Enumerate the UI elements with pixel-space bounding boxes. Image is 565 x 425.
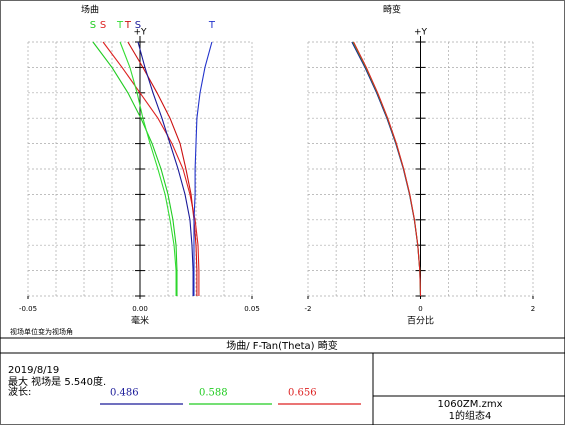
- wavelength-value: 0.588: [199, 388, 228, 399]
- field-note: 最大 视场是 5.540度.: [8, 375, 106, 388]
- series-label: T: [208, 20, 216, 31]
- series-label: S: [90, 20, 96, 31]
- curve: [193, 41, 213, 296]
- chart-note: 视场单位变为视场角: [10, 327, 73, 336]
- file-name: 1060ZM.zmx: [437, 399, 502, 410]
- x-axis-label: 百分比: [407, 315, 434, 327]
- x-tick-label: 2: [531, 305, 535, 313]
- x-axis-label: 毫米: [131, 315, 149, 327]
- x-tick-label: 0: [418, 305, 422, 313]
- y-axis-label: +Y: [133, 28, 147, 38]
- curve: [352, 41, 422, 297]
- series-label: S: [135, 20, 141, 31]
- curve: [102, 41, 200, 296]
- series-label: S: [100, 20, 106, 31]
- curve: [137, 41, 194, 296]
- x-tick-label: -0.05: [19, 305, 37, 313]
- curve: [353, 41, 422, 297]
- wavelength-value: 0.486: [110, 388, 139, 399]
- wavelength-value: 0.656: [288, 388, 317, 399]
- curve: [119, 41, 177, 296]
- x-tick-label: 0.00: [132, 305, 148, 313]
- date: 2019/8/19: [8, 365, 59, 376]
- chart-title: 畸变: [383, 4, 401, 16]
- x-tick-label: 0.05: [244, 305, 260, 313]
- series-label: T: [116, 20, 124, 31]
- curve: [351, 41, 422, 297]
- x-tick-label: -2: [305, 305, 312, 313]
- curve: [92, 41, 178, 296]
- y-axis-label: +Y: [414, 28, 428, 38]
- footer-title: 场曲/ F-Tan(Theta) 畸变: [226, 339, 338, 352]
- wavelength-label: 波长:: [8, 385, 31, 398]
- config: 1的组态4: [449, 409, 492, 422]
- chart-title: 场曲: [81, 5, 99, 16]
- curve: [127, 41, 198, 296]
- series-label: T: [124, 20, 132, 31]
